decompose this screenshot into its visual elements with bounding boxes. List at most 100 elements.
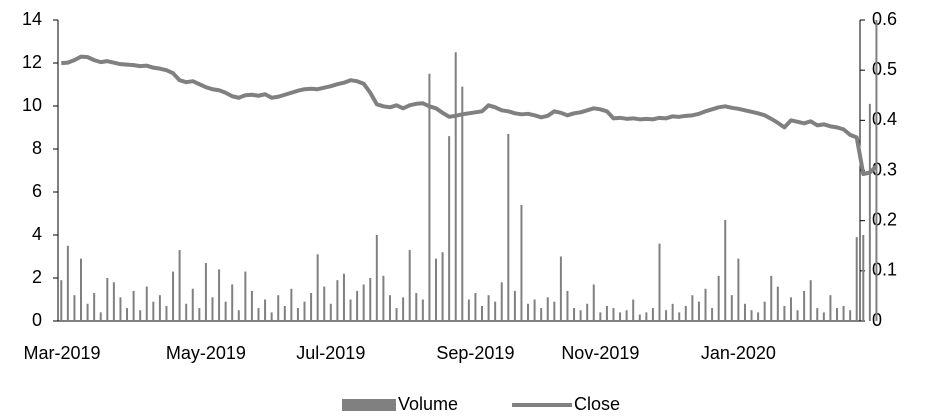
y-tick-label: 0 [32, 310, 42, 330]
volume-bar [106, 278, 109, 321]
volume-bar [165, 305, 168, 321]
volume-bar [408, 250, 411, 321]
volume-bar [684, 305, 687, 321]
volume-bar [573, 308, 576, 321]
volume-bar [494, 301, 497, 321]
volume-bar [816, 308, 819, 321]
volume-bar [224, 301, 227, 321]
volume-bar [441, 252, 444, 321]
volume-bar [139, 310, 142, 321]
volume-bar [717, 275, 720, 321]
volume-bar [809, 280, 812, 321]
volume-bar [750, 310, 753, 321]
volume-bar [829, 295, 832, 321]
volume-bar [204, 262, 207, 321]
volume-bar [264, 299, 267, 321]
volume-bar [211, 297, 214, 321]
x-tick-label: Mar-2019 [23, 343, 100, 363]
volume-bar [191, 288, 194, 321]
volume-bar [277, 295, 280, 321]
volume-bar [862, 235, 865, 321]
volume-bar [290, 288, 293, 321]
y-tick-label: 14 [22, 9, 42, 29]
volume-bar [283, 305, 286, 321]
volume-bar [763, 301, 766, 321]
volume-bar [743, 303, 746, 321]
volume-bar [461, 86, 464, 322]
volume-bar [868, 103, 871, 321]
volume-bar [507, 133, 510, 321]
volume-bar [126, 308, 129, 321]
volume-bar [178, 250, 181, 321]
volume-bar [323, 286, 326, 321]
volume-bar [119, 297, 122, 321]
volume-bar [402, 297, 405, 321]
volume-bar [724, 219, 727, 321]
volume-bar [678, 312, 681, 321]
y2-tick-label: 0.2 [872, 209, 897, 229]
x-tick-label: Sep-2019 [436, 343, 514, 363]
volume-bar [500, 282, 503, 321]
volume-bar [395, 308, 398, 321]
volume-bar [349, 299, 352, 321]
volume-bar [467, 299, 470, 321]
legend-label: Volume [398, 394, 458, 414]
volume-bar [474, 293, 477, 321]
volume-bar [697, 301, 700, 321]
volume-bar [336, 280, 339, 321]
volume-bar [513, 290, 516, 321]
volume-bar [112, 282, 115, 321]
volume-bar [93, 293, 96, 321]
volume-bar [172, 271, 175, 321]
volume-bar [415, 293, 418, 321]
y2-tick-label: 0.1 [872, 260, 897, 280]
volume-bar [730, 295, 733, 321]
volume-bar [651, 308, 654, 321]
x-tick-label: Nov-2019 [561, 343, 639, 363]
volume-bar [237, 310, 240, 321]
volume-bar [566, 290, 569, 321]
volume-bar [428, 73, 431, 321]
volume-bar [421, 299, 424, 321]
volume-bar [520, 204, 523, 321]
volume-bar [803, 290, 806, 321]
y-tick-label: 4 [32, 224, 42, 244]
y-tick-label: 10 [22, 95, 42, 115]
volume-bar [73, 295, 76, 321]
volume-bar [158, 295, 161, 321]
volume-bar [671, 303, 674, 321]
volume-bar [257, 308, 260, 321]
volume-bar [218, 269, 221, 321]
volume-bar [231, 284, 234, 321]
volume-bar [198, 308, 201, 321]
volume-bar [244, 271, 247, 321]
volume-bar [80, 258, 83, 321]
y-tick-label: 2 [32, 267, 42, 287]
volume-bar [645, 312, 648, 321]
volume-bar [369, 278, 372, 321]
volume-bar [835, 308, 838, 321]
y-tick-label: 12 [22, 52, 42, 72]
y2-tick-label: 0.6 [872, 9, 897, 29]
volume-bar [60, 280, 63, 321]
volume-bar [599, 312, 602, 321]
volume-bar [757, 312, 760, 321]
volume-bar [329, 303, 332, 321]
volume-bar [533, 299, 536, 321]
legend-label: Close [574, 394, 620, 414]
x-tick-label: Jul-2019 [296, 343, 365, 363]
volume-bar [375, 235, 378, 321]
volume-bar [454, 52, 457, 321]
volume-bar [632, 299, 635, 321]
volume-bar [250, 290, 253, 321]
volume-bar [145, 286, 148, 321]
volume-bar [66, 245, 69, 321]
volume-bar [842, 305, 845, 321]
volume-bar [434, 258, 437, 321]
volume-bar [711, 308, 714, 321]
volume-bar [665, 310, 668, 321]
volume-bar [270, 312, 273, 321]
y2-tick-label: 0.5 [872, 59, 897, 79]
volume-bar [770, 275, 773, 321]
